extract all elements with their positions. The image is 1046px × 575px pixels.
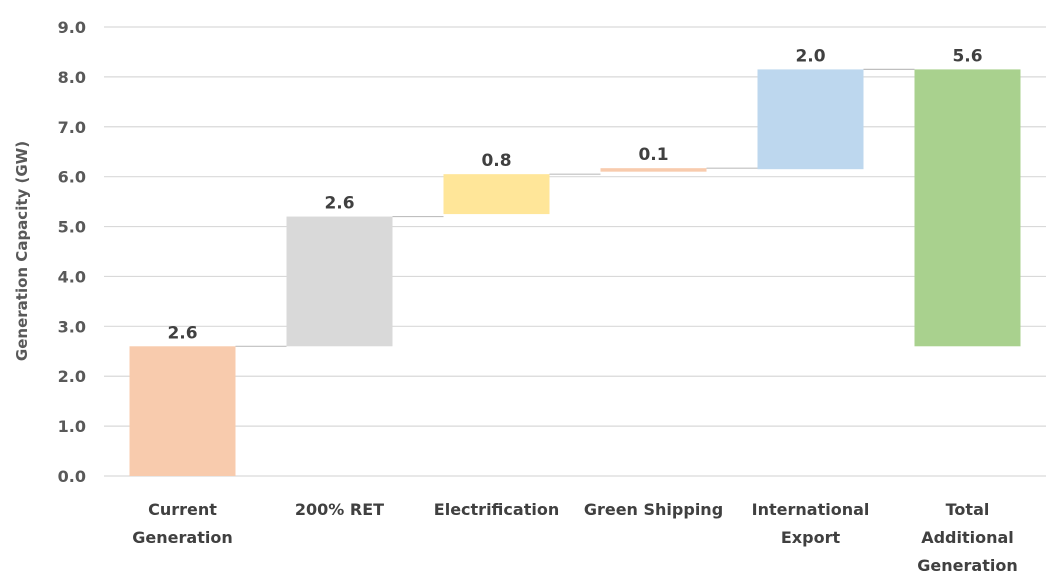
data-label: 2.6 bbox=[324, 194, 354, 214]
data-label: 0.8 bbox=[481, 151, 511, 171]
bar bbox=[914, 69, 1021, 347]
category-label: Current bbox=[148, 500, 217, 519]
category-label: Electrification bbox=[434, 500, 559, 519]
category-label: Additional bbox=[921, 528, 1014, 547]
data-label: 2.0 bbox=[795, 46, 825, 66]
category-label: Export bbox=[781, 528, 841, 547]
y-tick-label: 2.0 bbox=[58, 367, 86, 386]
y-tick-label: 9.0 bbox=[58, 18, 86, 37]
data-labels: 2.6 2.6 0.8 0.1 2.0 5.6 bbox=[167, 46, 982, 343]
category-label: Total bbox=[946, 500, 990, 519]
data-label: 2.6 bbox=[167, 323, 197, 343]
data-label: 5.6 bbox=[952, 46, 982, 66]
y-tick-label: 7.0 bbox=[58, 118, 86, 137]
y-axis-title: Generation Capacity (GW) bbox=[13, 141, 31, 361]
category-label: 200% RET bbox=[295, 500, 384, 519]
bar bbox=[443, 174, 550, 215]
bar bbox=[286, 216, 393, 347]
y-tick-label: 8.0 bbox=[58, 68, 86, 87]
x-axis-labels: Current Generation 200% RET Electrification… bbox=[132, 500, 1017, 575]
y-tick-label: 0.0 bbox=[58, 467, 86, 486]
bar bbox=[600, 168, 707, 172]
y-tick-label: 4.0 bbox=[58, 267, 86, 286]
category-label: International bbox=[752, 500, 870, 519]
category-label: Generation bbox=[132, 528, 232, 547]
bar bbox=[757, 69, 864, 170]
category-label: Green Shipping bbox=[584, 500, 723, 519]
bar bbox=[129, 346, 236, 476]
bars bbox=[129, 69, 1021, 476]
gridlines bbox=[104, 26, 1046, 477]
category-label: Generation bbox=[917, 556, 1017, 575]
y-tick-label: 3.0 bbox=[58, 317, 86, 336]
y-tick-label: 6.0 bbox=[58, 168, 86, 187]
y-tick-label: 5.0 bbox=[58, 218, 86, 237]
y-tick-label: 1.0 bbox=[58, 417, 86, 436]
connector-lines bbox=[235, 68, 915, 347]
data-label: 0.1 bbox=[638, 145, 668, 165]
y-axis-ticks: 0.0 1.0 2.0 3.0 4.0 5.0 6.0 7.0 8.0 9.0 bbox=[58, 18, 86, 486]
